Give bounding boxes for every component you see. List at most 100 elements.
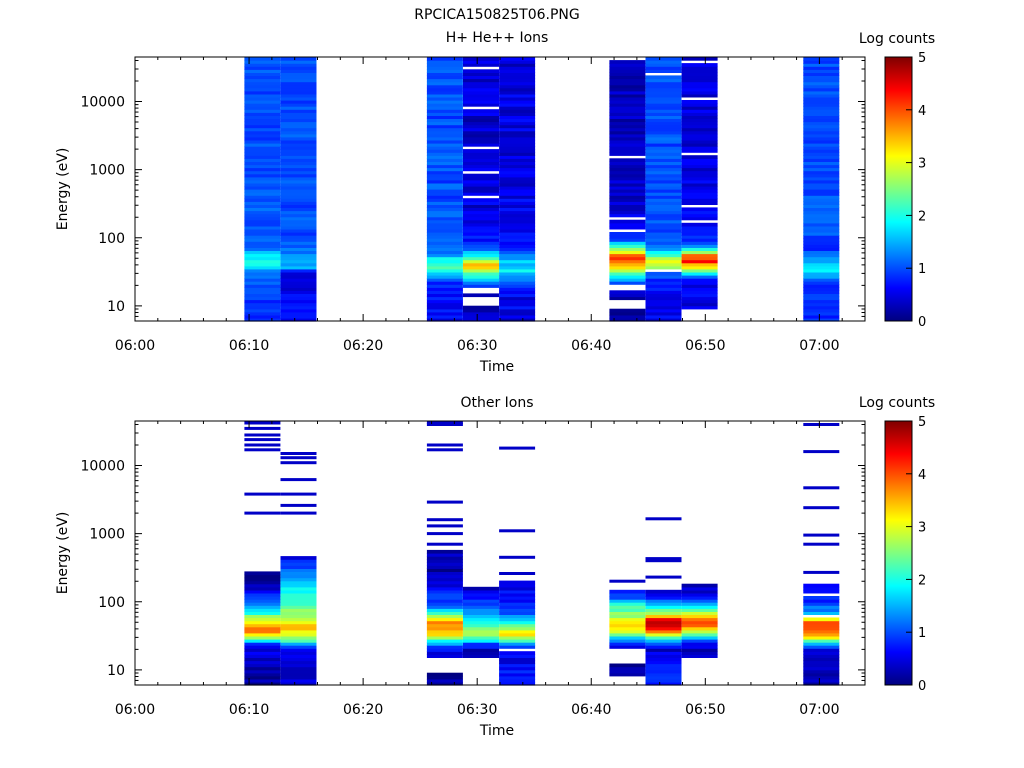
- energy-bin: [426, 265, 463, 270]
- energy-bin: [244, 293, 281, 298]
- energy-bin: [681, 253, 718, 258]
- energy-bin: [280, 589, 317, 594]
- colorbar-tick-label: 2: [918, 209, 926, 224]
- energy-bin: [244, 311, 281, 316]
- energy-bin: [244, 241, 281, 245]
- energy-bin: [499, 626, 536, 631]
- energy-bin: [244, 675, 281, 680]
- energy-bin: [499, 623, 536, 628]
- energy-bin: [681, 259, 718, 264]
- energy-bin: [499, 605, 536, 609]
- energy-bin: [499, 124, 536, 129]
- energy-bin: [244, 669, 281, 674]
- energy-bin: [609, 639, 646, 643]
- energy-bin: [645, 161, 682, 166]
- energy-bin: [280, 577, 317, 582]
- energy-bin: [609, 192, 646, 196]
- energy-bin: [244, 201, 281, 205]
- energy-bin: [609, 642, 646, 646]
- energy-bin: [244, 574, 281, 579]
- count-line: [426, 423, 463, 426]
- energy-bin: [499, 317, 536, 322]
- energy-bin: [645, 645, 682, 649]
- energy-bin: [426, 66, 463, 70]
- energy-bin: [499, 96, 536, 101]
- energy-bin: [645, 262, 682, 267]
- spectrogram-column: [645, 57, 682, 322]
- energy-bin: [645, 599, 682, 603]
- energy-bin: [426, 179, 463, 184]
- energy-bin: [803, 681, 840, 686]
- energy-bin: [280, 100, 317, 104]
- energy-bin: [803, 127, 840, 132]
- energy-bin: [499, 130, 536, 135]
- energy-bin: [463, 112, 499, 116]
- energy-bin: [609, 96, 646, 101]
- energy-bin: [609, 645, 646, 649]
- energy-bin: [244, 118, 281, 123]
- energy-bin: [681, 106, 718, 110]
- energy-bin: [499, 189, 536, 193]
- energy-bin: [609, 259, 646, 264]
- energy-bin: [426, 201, 463, 205]
- energy-bin: [280, 626, 317, 631]
- energy-bin: [426, 72, 463, 76]
- energy-bin: [463, 244, 499, 248]
- energy-bin: [499, 675, 536, 680]
- energy-bin: [426, 296, 463, 301]
- energy-bin: [244, 216, 281, 221]
- energy-bin: [463, 222, 499, 227]
- energy-bin: [463, 626, 499, 631]
- x-tick-label: 06:10: [229, 338, 269, 354]
- energy-bin: [244, 284, 281, 288]
- energy-bin: [244, 278, 281, 282]
- energy-bin: [463, 84, 499, 89]
- energy-bin: [426, 192, 463, 196]
- energy-bin: [244, 678, 281, 683]
- count-line: [426, 524, 463, 528]
- energy-bin: [426, 63, 463, 67]
- energy-bin: [426, 648, 463, 652]
- energy-bin: [426, 204, 463, 208]
- spectrogram-column: [803, 57, 840, 322]
- energy-bin: [426, 103, 463, 107]
- energy-bin: [645, 629, 682, 634]
- count-line: [280, 478, 317, 482]
- energy-bin: [244, 158, 281, 162]
- energy-bin: [280, 562, 317, 566]
- energy-bin: [426, 235, 463, 239]
- energy-bin: [244, 268, 281, 273]
- energy-bin: [803, 284, 840, 288]
- energy-bin: [244, 308, 281, 313]
- energy-bin: [280, 155, 317, 159]
- energy-bin: [280, 632, 317, 637]
- energy-bin: [280, 78, 317, 83]
- energy-bin: [803, 626, 840, 631]
- energy-bin: [499, 225, 536, 230]
- energy-bin: [499, 84, 536, 89]
- energy-bin: [645, 189, 682, 193]
- energy-bin: [609, 106, 646, 110]
- energy-bin: [244, 185, 281, 190]
- energy-bin: [244, 666, 281, 671]
- energy-bin: [426, 115, 463, 119]
- energy-bin: [426, 75, 463, 80]
- energy-bin: [681, 170, 718, 175]
- energy-bin: [645, 204, 682, 208]
- energy-bin: [681, 109, 718, 113]
- energy-bin: [645, 69, 682, 73]
- energy-bin: [499, 133, 536, 138]
- spectrogram-column: [609, 60, 646, 322]
- energy-bin: [499, 210, 536, 215]
- energy-bin: [426, 69, 463, 73]
- energy-bin: [499, 207, 536, 212]
- energy-bin: [499, 287, 536, 291]
- energy-bin: [244, 577, 281, 582]
- x-tick-label: 06:00: [115, 702, 155, 718]
- energy-bin: [609, 275, 646, 279]
- energy-bin: [499, 275, 536, 279]
- energy-bin: [609, 632, 646, 637]
- energy-bin: [499, 305, 536, 310]
- x-tick-label: 06:20: [343, 338, 383, 354]
- energy-bin: [244, 146, 281, 150]
